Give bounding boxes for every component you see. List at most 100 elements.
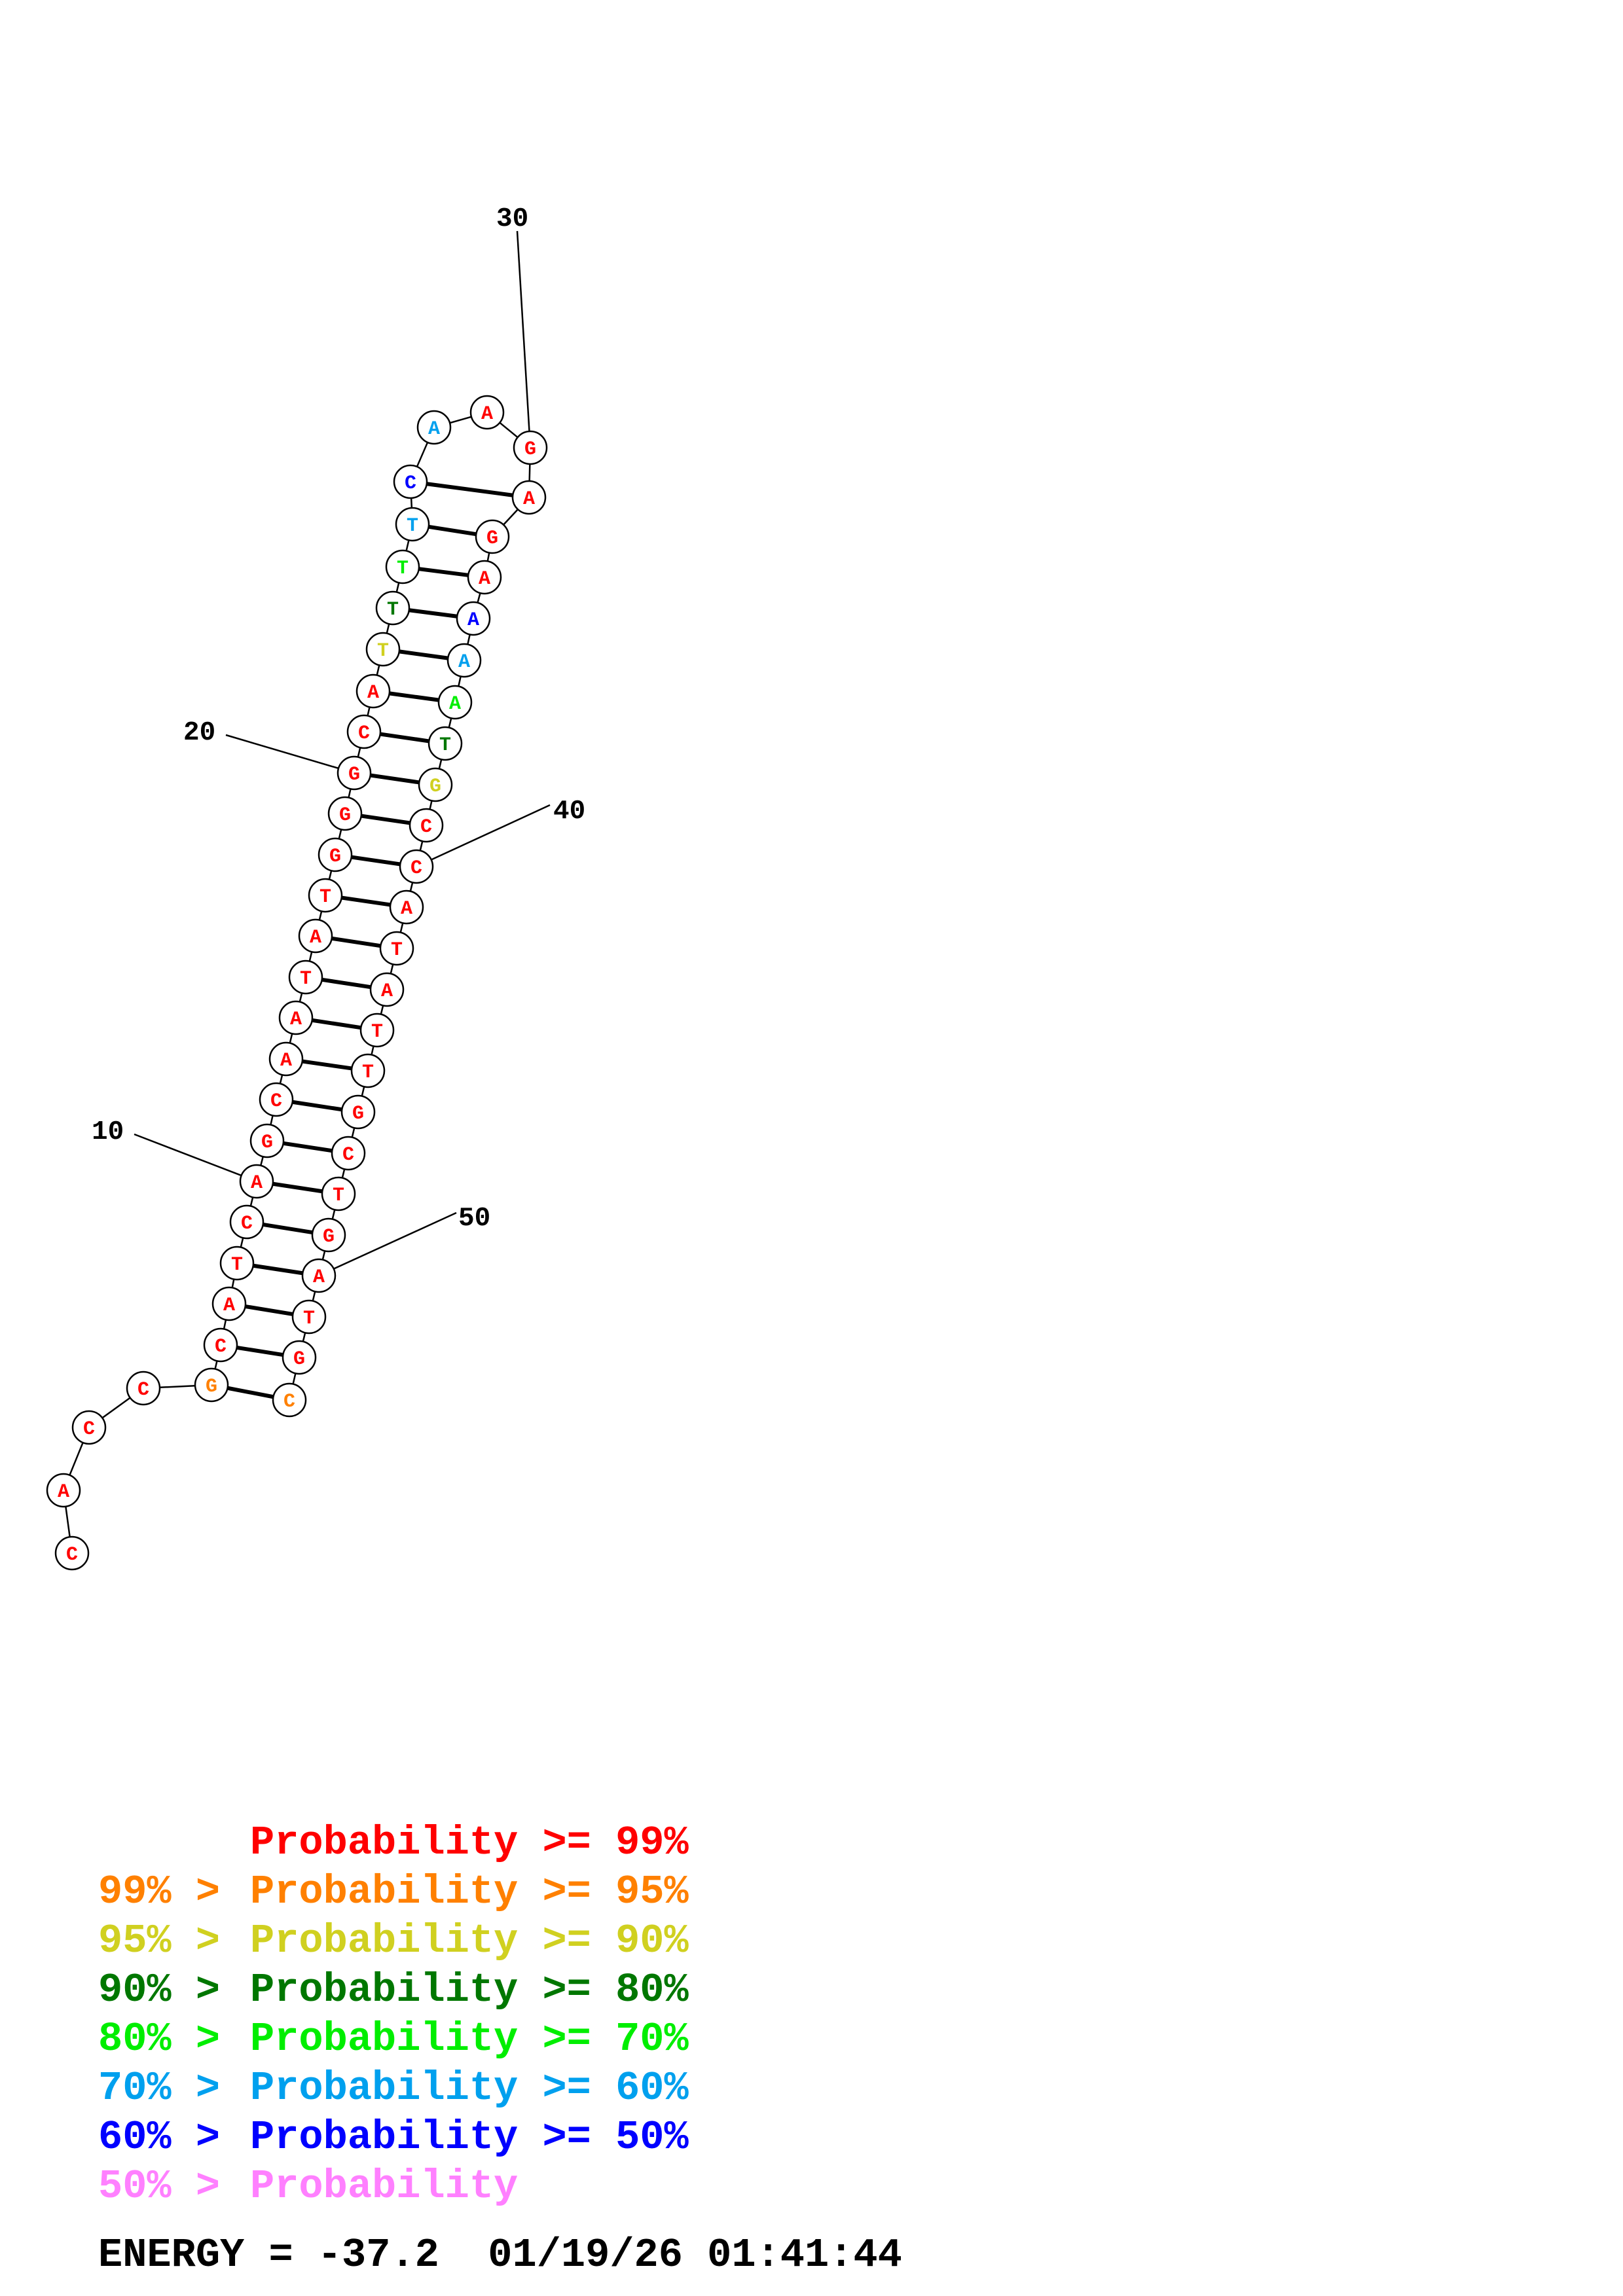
nucleotide: C bbox=[410, 809, 443, 842]
backbone-segment bbox=[381, 1005, 383, 1014]
nucleotide: A bbox=[47, 1474, 80, 1507]
backbone-segment bbox=[102, 1398, 130, 1418]
nucleotide: A bbox=[471, 396, 503, 429]
backbone-segment bbox=[358, 747, 360, 757]
nucleotide-letter: C bbox=[358, 723, 370, 745]
nucleotide-letter: C bbox=[137, 1379, 149, 1401]
nucleotide: A bbox=[299, 920, 332, 952]
base-pair-bond bbox=[273, 1184, 323, 1191]
nucleotide: A bbox=[418, 411, 450, 444]
nucleotide-letter: G bbox=[348, 764, 360, 786]
backbone-segment bbox=[417, 442, 428, 467]
nucleotide-letter: G bbox=[206, 1376, 217, 1398]
nucleotide: A bbox=[448, 644, 481, 677]
nucleotide-letter: T bbox=[362, 1062, 374, 1084]
backbone-segment bbox=[342, 1169, 344, 1177]
nucleotide: C bbox=[127, 1372, 160, 1405]
nucleotide-letter: T bbox=[371, 1021, 383, 1043]
base-pair-bond bbox=[380, 734, 429, 742]
backbone-segment bbox=[450, 417, 471, 423]
nucleotide-letter: A bbox=[58, 1481, 69, 1503]
nucleotide: T bbox=[429, 727, 462, 760]
legend-text: Probability >= 60% bbox=[250, 2065, 689, 2111]
nucleotide-letter: G bbox=[339, 804, 351, 827]
nucleotide: A bbox=[280, 1001, 312, 1034]
tick-line bbox=[226, 735, 354, 773]
base-pair-bond bbox=[371, 776, 420, 783]
nucleotide: G bbox=[342, 1096, 374, 1128]
legend-text: Probability >= 99% bbox=[250, 1820, 689, 1866]
base-pair-bond bbox=[399, 651, 448, 658]
nucleotide-letter: A bbox=[381, 980, 393, 1003]
base-pair-bond bbox=[390, 693, 439, 700]
legend-prefix: 99% > bbox=[98, 1867, 250, 1916]
backbone-segment bbox=[270, 1115, 272, 1124]
backbone-segment bbox=[368, 707, 370, 715]
backbone-segment bbox=[290, 1033, 292, 1043]
legend-prefix: 80% > bbox=[98, 2015, 250, 2064]
tick-label: 40 bbox=[553, 797, 585, 827]
nucleotide-letter: C bbox=[342, 1144, 354, 1166]
backbone-segment bbox=[329, 870, 331, 879]
nucleotide-letter: T bbox=[377, 640, 389, 662]
nucleotide-letter: A bbox=[481, 403, 493, 425]
base-pair-bond bbox=[293, 1102, 342, 1109]
nucleotide-letter: A bbox=[313, 1266, 325, 1289]
nucleotide: G bbox=[419, 768, 452, 801]
nucleotide-letter: A bbox=[428, 418, 440, 440]
nucleotide-letter: T bbox=[397, 558, 409, 580]
nucleotide-letter: T bbox=[387, 599, 399, 621]
backbone-segment bbox=[293, 1373, 296, 1384]
legend-row: 70% > Probability >= 60% bbox=[98, 2064, 689, 2113]
nucleotide-letter: A bbox=[290, 1009, 302, 1031]
legend-text: Probability >= 80% bbox=[250, 1967, 689, 2013]
nucleotide-letter: C bbox=[410, 857, 422, 880]
nucleotide-letter: G bbox=[323, 1226, 335, 1248]
backbone-segment bbox=[323, 1251, 325, 1259]
nucleotide-letter: C bbox=[83, 1418, 95, 1441]
nucleotide-letter: T bbox=[407, 515, 418, 537]
tick-line bbox=[517, 231, 530, 448]
nucleotide: T bbox=[289, 961, 322, 994]
base-pair-bond bbox=[246, 1306, 293, 1314]
nucleotide-letter: A bbox=[523, 488, 535, 511]
backbone-segment bbox=[362, 1086, 364, 1096]
nucleotide-letter: C bbox=[420, 816, 432, 838]
nucleotide: T bbox=[396, 508, 429, 541]
nucleotide: A bbox=[270, 1043, 302, 1075]
nucleotide: C bbox=[273, 1384, 306, 1416]
tick-label: 30 bbox=[496, 204, 528, 234]
nucleotide: T bbox=[386, 550, 419, 583]
nucleotide: G bbox=[338, 757, 371, 789]
backbone-segment bbox=[488, 553, 489, 562]
base-pair-bond bbox=[419, 569, 468, 575]
nucleotide-letter: A bbox=[367, 682, 379, 704]
backbone-segment bbox=[215, 1361, 217, 1369]
nucleotide: G bbox=[319, 838, 352, 871]
nucleotide: A bbox=[439, 686, 471, 719]
nucleotide: A bbox=[390, 891, 423, 924]
backbone-segment bbox=[410, 882, 412, 891]
nucleotide: G bbox=[283, 1341, 316, 1374]
nucleotide: A bbox=[240, 1165, 273, 1198]
backbone-segment bbox=[280, 1075, 282, 1083]
nucleotide-letter: G bbox=[429, 776, 441, 798]
backbone-segment bbox=[401, 923, 403, 932]
backbone-segment bbox=[241, 1238, 243, 1247]
backbone-segment bbox=[449, 718, 451, 727]
nucleotide: C bbox=[73, 1411, 105, 1444]
backbone-segment bbox=[313, 1291, 315, 1300]
nucleotide-letter: A bbox=[401, 898, 412, 920]
backbone-segment bbox=[420, 841, 422, 850]
nucleotide-letter: C bbox=[241, 1213, 253, 1235]
energy-and-timestamp: ENERGY = -37.2 01/19/26 01:41:44 bbox=[98, 2231, 902, 2280]
base-pair-bond bbox=[253, 1266, 303, 1273]
legend-row: 80% > Probability >= 70% bbox=[98, 2015, 689, 2064]
nucleotide: G bbox=[195, 1369, 228, 1401]
nucleotide-letter: C bbox=[283, 1391, 295, 1413]
nucleotide-letter: A bbox=[310, 927, 321, 949]
probability-legend: Probability >= 99% 99% > Probability >= 9… bbox=[98, 1818, 689, 2211]
nucleotide-letter: T bbox=[391, 939, 403, 961]
nucleotide: T bbox=[309, 879, 342, 912]
legend-row: 60% > Probability >= 50% bbox=[98, 2113, 689, 2162]
